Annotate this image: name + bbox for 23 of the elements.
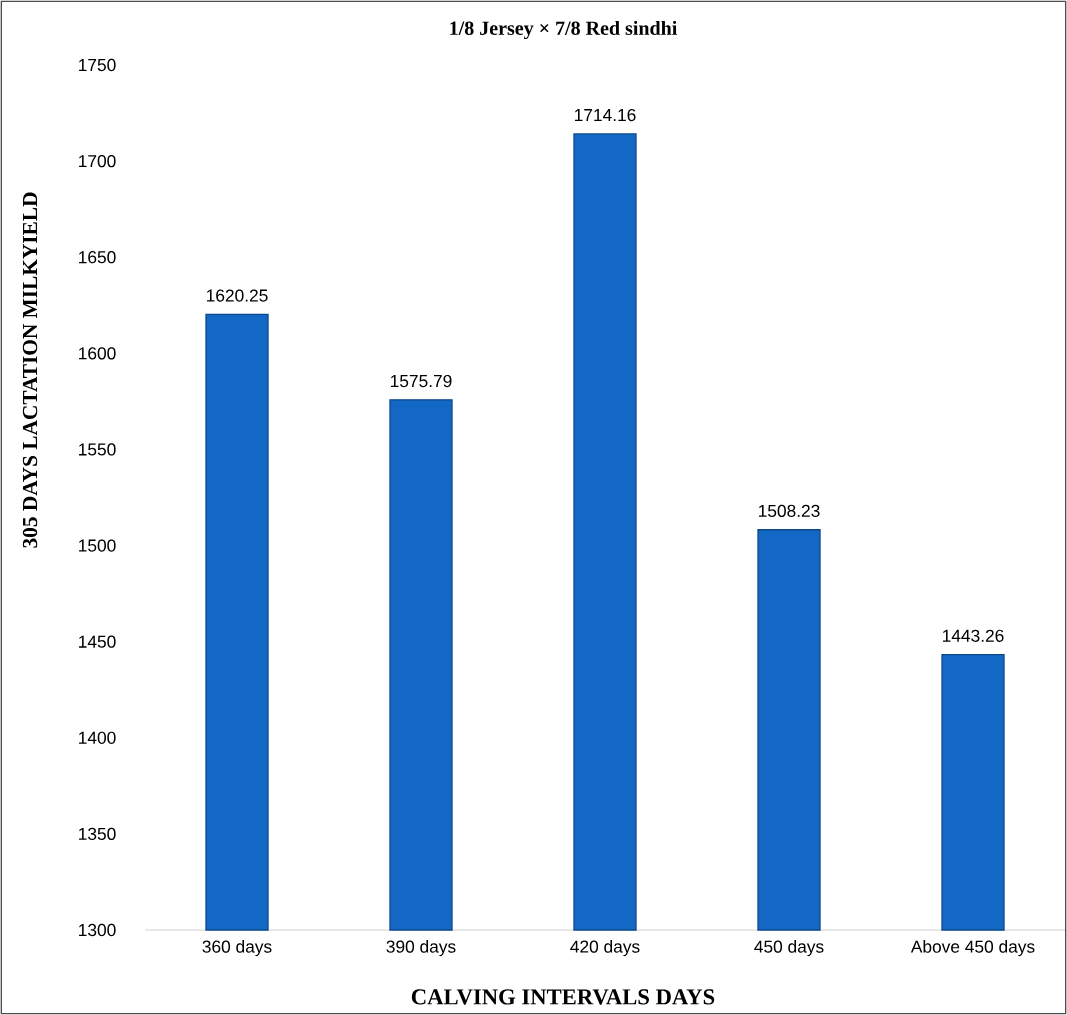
x-tick-label: 390 days [386, 940, 456, 957]
data-label: 1620.25 [206, 289, 268, 302]
y-tick-label: 1550 [79, 443, 116, 456]
y-tick-label: 1650 [79, 251, 116, 264]
y-tick-label: 1500 [79, 539, 116, 552]
x-tick-label: Above 450 days [910, 940, 1035, 957]
y-tick-label: 1350 [79, 827, 116, 841]
chart-title: 1/8 Jersey × 7/8 Red sindhi [450, 20, 678, 40]
y-tick-label: 1400 [79, 731, 116, 744]
y-tick-label: 1300 [79, 923, 116, 937]
x-axis-title: CALVING INTERVALS DAYS [411, 989, 715, 1005]
data-label: 1714.16 [574, 108, 636, 122]
data-label: 1443.26 [942, 629, 1004, 642]
x-tick-label: 450 days [754, 940, 824, 957]
data-label: 1575.79 [390, 374, 452, 388]
y-tick-label: 1450 [79, 635, 116, 648]
x-tick-label: 420 days [570, 940, 640, 957]
y-tick-label: 1600 [79, 347, 116, 360]
x-tick-label: 360 days [202, 940, 272, 957]
data-label: 1508.23 [758, 504, 820, 518]
y-tick-label: 1750 [79, 58, 116, 72]
y-tick-label: 1700 [79, 154, 116, 168]
y-axis-title: 305 DAYS LACTATION MILKYIELD [22, 192, 38, 548]
